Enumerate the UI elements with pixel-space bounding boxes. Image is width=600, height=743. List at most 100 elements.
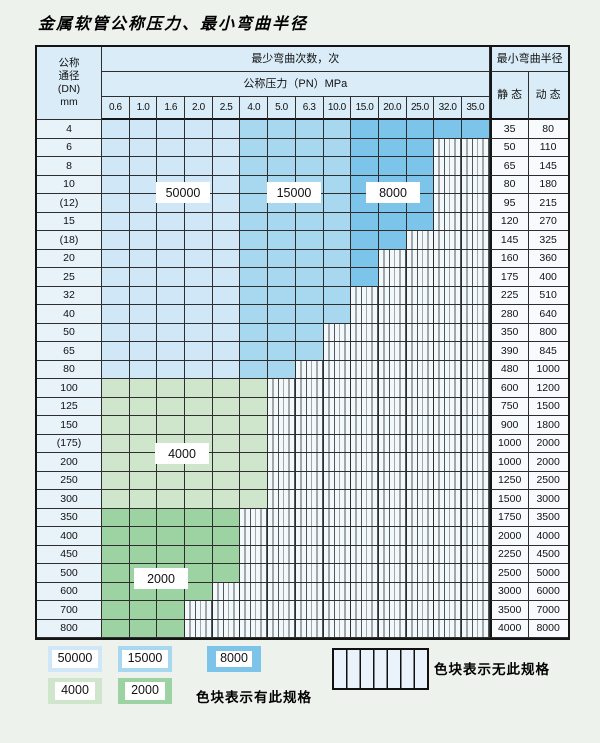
matrix-cell: [157, 120, 186, 139]
matrix-cell: [212, 342, 241, 361]
matrix-cell: [295, 120, 324, 139]
matrix-cell-no-spec: [406, 564, 435, 583]
matrix-cell: [129, 249, 158, 268]
matrix-cell-no-spec: [461, 138, 490, 157]
matrix-cell: [185, 490, 213, 509]
matrix-cell: [185, 582, 213, 601]
matrix-cell-no-spec: [461, 249, 490, 268]
matrix-cell: [240, 305, 269, 324]
matrix-cell: [268, 212, 296, 231]
matrix-cell-no-spec: [295, 582, 324, 601]
matrix-cell-no-spec: [434, 231, 462, 250]
matrix-cell: [268, 342, 296, 361]
matrix-cell-no-spec: [434, 286, 462, 305]
matrix-cell-no-spec: [240, 601, 269, 620]
matrix-cell: [185, 508, 213, 527]
matrix-cell-no-spec: [351, 323, 379, 342]
static-value-cell: 2250: [489, 545, 529, 564]
matrix-cell: [295, 157, 324, 176]
matrix-cell: [212, 249, 241, 268]
dn-header-line: (DN): [57, 83, 81, 95]
matrix-cell-no-spec: [268, 453, 296, 472]
legend-swatch-label: 8000: [216, 651, 252, 667]
matrix-cell: [102, 305, 130, 324]
matrix-cell-no-spec: [323, 323, 352, 342]
legend-swatch-15000: 15000: [118, 646, 172, 672]
matrix-cell-no-spec: [378, 564, 407, 583]
matrix-cell-no-spec: [461, 527, 490, 546]
matrix-cell: [157, 619, 186, 638]
matrix-cell: [102, 619, 130, 638]
matrix-cell-no-spec: [461, 175, 490, 194]
matrix-cell: [212, 323, 241, 342]
pressure-tick: 0.6: [102, 97, 130, 120]
static-value-cell: 280: [489, 305, 529, 324]
matrix-cell: [102, 286, 130, 305]
pn-header: 公称压力（PN）MPa: [102, 72, 490, 97]
legend-swatch-50000: 50000: [48, 646, 102, 672]
matrix-cell: [129, 157, 158, 176]
matrix-cell: [212, 471, 241, 490]
matrix-cell: [157, 508, 186, 527]
rating-label: 50000: [156, 182, 210, 203]
dynamic-value-cell: 180: [528, 175, 568, 194]
matrix-cell-no-spec: [351, 582, 379, 601]
dn-cell: 20: [37, 249, 102, 268]
matrix-cell-no-spec: [295, 601, 324, 620]
matrix-cell: [212, 379, 241, 398]
legend-swatch-2000: 2000: [118, 678, 172, 704]
matrix-cell-no-spec: [406, 360, 435, 379]
matrix-cell: [295, 138, 324, 157]
dn-cell: 6: [37, 138, 102, 157]
matrix-cell: [323, 138, 352, 157]
dn-cell: 800: [37, 619, 102, 638]
matrix-cell: [129, 138, 158, 157]
matrix-cell: [102, 157, 130, 176]
matrix-cell-no-spec: [351, 434, 379, 453]
pressure-tick: 2.5: [212, 97, 241, 120]
dynamic-value-cell: 640: [528, 305, 568, 324]
matrix-cell-no-spec: [295, 527, 324, 546]
matrix-cell: [212, 416, 241, 435]
matrix-cell-no-spec: [434, 212, 462, 231]
dynamic-header: 动 态: [528, 72, 568, 120]
matrix-cell-no-spec: [268, 379, 296, 398]
matrix-cell: [102, 416, 130, 435]
static-value-cell: 225: [489, 286, 529, 305]
dynamic-value-cell: 360: [528, 249, 568, 268]
dynamic-value-cell: 8000: [528, 619, 568, 638]
matrix-cell: [240, 249, 269, 268]
matrix-cell: [157, 545, 186, 564]
matrix-cell: [240, 379, 269, 398]
matrix-cell-no-spec: [434, 379, 462, 398]
matrix-cell-no-spec: [434, 564, 462, 583]
matrix-cell-no-spec: [295, 508, 324, 527]
dynamic-value-cell: 80: [528, 120, 568, 139]
matrix-cell: [102, 564, 130, 583]
matrix-cell-no-spec: [406, 619, 435, 638]
radius-header: 最小弯曲半径: [489, 47, 568, 72]
matrix-cell-no-spec: [351, 379, 379, 398]
matrix-cell: [157, 286, 186, 305]
static-header: 静 态: [489, 72, 529, 120]
matrix-cell-no-spec: [406, 323, 435, 342]
matrix-cell: [295, 305, 324, 324]
spec-table-grid: 公称 通径 (DN) mm 最少弯曲次数，次 最小弯曲半径 公称压力（PN）MP…: [35, 45, 570, 640]
dynamic-value-cell: 6000: [528, 582, 568, 601]
matrix-cell: [129, 490, 158, 509]
pressure-tick: 5.0: [268, 97, 296, 120]
matrix-cell-no-spec: [323, 471, 352, 490]
static-value-cell: 2500: [489, 564, 529, 583]
matrix-cell: [240, 231, 269, 250]
matrix-cell: [185, 471, 213, 490]
matrix-cell: [185, 416, 213, 435]
matrix-cell: [212, 360, 241, 379]
matrix-cell-no-spec: [185, 619, 213, 638]
matrix-cell-no-spec: [434, 397, 462, 416]
matrix-cell: [240, 286, 269, 305]
matrix-cell: [406, 157, 435, 176]
matrix-cell: [157, 231, 186, 250]
dynamic-value-cell: 4000: [528, 527, 568, 546]
matrix-cell: [240, 212, 269, 231]
matrix-cell-no-spec: [434, 416, 462, 435]
